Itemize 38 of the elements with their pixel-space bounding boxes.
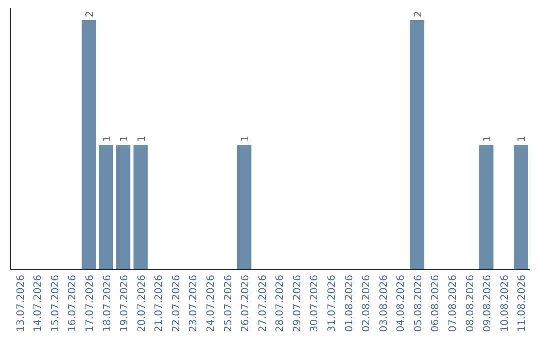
data-label: 1 (517, 136, 528, 142)
x-tick-label: 09.08.2026 (482, 275, 494, 332)
x-tick-label: 21.07.2026 (154, 275, 166, 332)
x-tick-label: 13.07.2026 (16, 275, 27, 332)
x-tick-label: 19.07.2026 (120, 275, 131, 332)
x-tick-label: 15.07.2026 (50, 275, 62, 332)
data-label: 1 (240, 136, 252, 142)
x-tick-label: 03.08.2026 (378, 275, 390, 332)
x-tick-label: 20.07.2026 (136, 275, 148, 332)
x-tick-label: 24.07.2026 (206, 275, 217, 332)
data-label: 2 (413, 11, 424, 18)
x-tick-label: 02.08.2026 (362, 275, 373, 332)
x-tick-label: 17.07.2026 (84, 275, 96, 332)
x-tick-label: 07.08.2026 (448, 275, 460, 332)
x-tick-label: 22.07.2026 (171, 275, 182, 332)
x-tick-label: 10.08.2026 (500, 275, 511, 332)
x-tick-label: 27.07.2026 (258, 275, 269, 332)
x-tick-label: 04.08.2026 (396, 275, 408, 332)
data-label: 2 (84, 11, 96, 18)
x-tick-label: 29.07.2026 (292, 275, 304, 332)
x-tick-label: 16.07.2026 (68, 275, 79, 332)
x-tick-label: 23.07.2026 (188, 275, 200, 332)
x-tick-label: 06.08.2026 (430, 275, 442, 332)
x-tick-label: 05.08.2026 (413, 275, 424, 332)
x-tick-label: 28.07.2026 (275, 275, 286, 332)
data-label: 1 (136, 136, 148, 142)
x-tick-label: 14.07.2026 (33, 275, 44, 332)
data-label: 1 (120, 136, 131, 142)
x-tick-label: 31.07.2026 (327, 275, 338, 332)
x-tick-label: 18.07.2026 (102, 275, 114, 332)
data-label: 1 (102, 136, 114, 142)
x-tick-label: 08.08.2026 (465, 275, 476, 332)
x-tick-label: 30.07.2026 (310, 275, 321, 332)
x-tick-label: 26.07.2026 (240, 275, 252, 332)
x-tick-label: 01.08.2026 (344, 275, 356, 332)
x-tick-label: 11.08.2026 (517, 275, 528, 332)
x-tick-label: 25.07.2026 (223, 275, 234, 332)
data-label: 1 (482, 136, 494, 142)
